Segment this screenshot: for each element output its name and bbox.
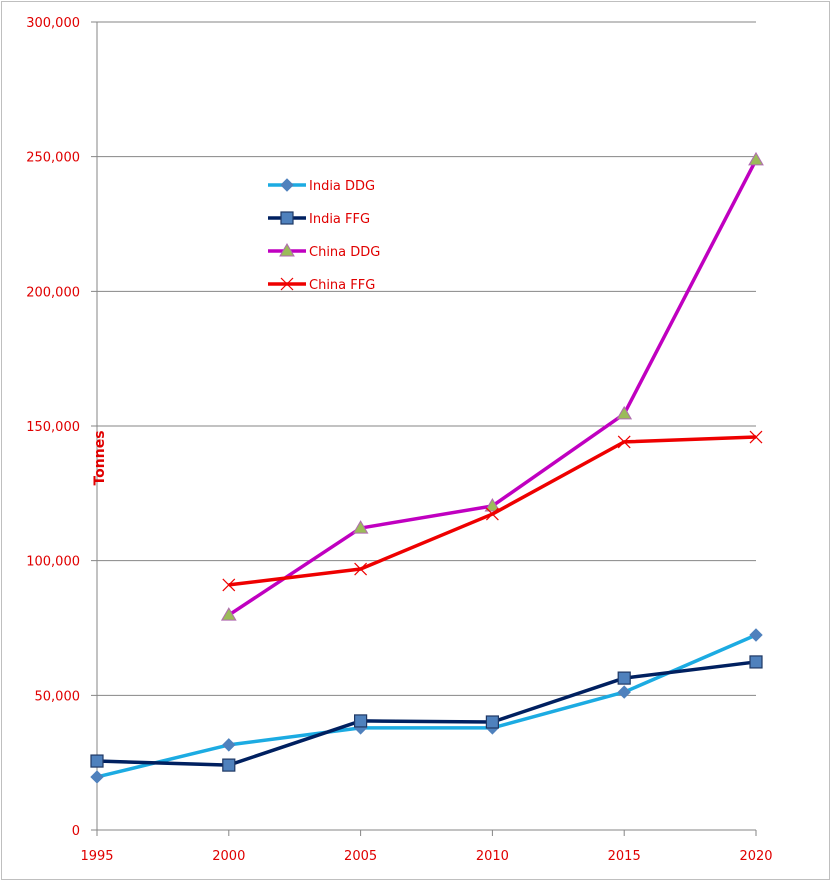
legend-item: India FFG bbox=[268, 211, 370, 227]
legend-item: China DDG bbox=[268, 243, 380, 260]
y-axis-label: Tonnes bbox=[92, 430, 108, 485]
triangle-marker bbox=[616, 405, 633, 420]
square-marker bbox=[485, 715, 499, 729]
series-india-ffg bbox=[90, 655, 763, 772]
series-line bbox=[227, 159, 758, 617]
x-marker-stroke bbox=[280, 277, 294, 291]
square-marker bbox=[617, 671, 631, 685]
triangle-marker bbox=[352, 520, 369, 534]
y-tick-label: 300,000 bbox=[26, 16, 80, 31]
square-marker bbox=[280, 211, 294, 225]
diamond-marker bbox=[280, 178, 294, 192]
square-marker bbox=[749, 655, 763, 669]
x-marker-stroke bbox=[354, 562, 368, 576]
x-marker bbox=[354, 562, 368, 576]
x-tick-label: 1995 bbox=[80, 849, 113, 864]
x-marker bbox=[617, 435, 631, 449]
x-tick-label: 2000 bbox=[212, 849, 245, 864]
x-marker-stroke bbox=[749, 430, 763, 444]
triangle-marker bbox=[220, 607, 237, 621]
y-tick-labels: 0 50,000 100,000 150,000 200,000 250,000 300,0… bbox=[26, 16, 80, 839]
x-marker-stroke bbox=[617, 435, 631, 449]
x-marker bbox=[485, 507, 499, 521]
triangle-marker bbox=[279, 243, 295, 257]
y-tick-label: 100,000 bbox=[26, 555, 80, 570]
x-tick-label: 2005 bbox=[344, 849, 377, 864]
x-marker bbox=[749, 430, 763, 444]
series-line bbox=[96, 660, 757, 767]
series-china-ddg bbox=[220, 151, 764, 621]
square-marker bbox=[354, 714, 368, 728]
y-tick-label: 0 bbox=[72, 824, 80, 839]
x-marker bbox=[222, 578, 236, 592]
diamond-marker bbox=[222, 738, 236, 752]
x-tick-label: 2015 bbox=[608, 849, 641, 864]
x-marker-stroke bbox=[485, 507, 499, 521]
x-marker bbox=[280, 277, 294, 291]
triangle-marker bbox=[484, 497, 501, 512]
legend: India DDG India FFG China DDG China FFG bbox=[268, 178, 380, 293]
y-tick-label: 150,000 bbox=[26, 420, 80, 435]
legend-item: India DDG bbox=[268, 178, 375, 194]
series-line bbox=[96, 633, 757, 779]
gridlines bbox=[91, 21, 757, 836]
legend-item: China FFG bbox=[268, 277, 375, 293]
y-tick-label: 50,000 bbox=[35, 689, 81, 704]
legend-label: China DDG bbox=[309, 245, 380, 260]
x-tick-labels: 1995 2000 2005 2010 2015 2020 bbox=[80, 849, 772, 864]
x-tick-label: 2020 bbox=[739, 849, 772, 864]
triangle-marker bbox=[748, 151, 764, 166]
series-india-ddg bbox=[90, 628, 763, 784]
legend-label: China FFG bbox=[309, 278, 375, 293]
legend-label: India FFG bbox=[309, 212, 370, 227]
series-china-ffg bbox=[222, 430, 763, 592]
diamond-marker bbox=[749, 628, 763, 642]
y-tick-label: 200,000 bbox=[26, 285, 80, 300]
diamond-marker bbox=[617, 685, 631, 699]
x-marker-stroke bbox=[222, 578, 236, 592]
y-tick-label: 250,000 bbox=[26, 151, 80, 166]
square-marker bbox=[222, 758, 236, 772]
legend-label: India DDG bbox=[309, 179, 375, 194]
series-group bbox=[90, 151, 764, 784]
diamond-marker bbox=[90, 770, 104, 784]
square-marker bbox=[90, 754, 104, 768]
x-tick-label: 2010 bbox=[476, 849, 509, 864]
